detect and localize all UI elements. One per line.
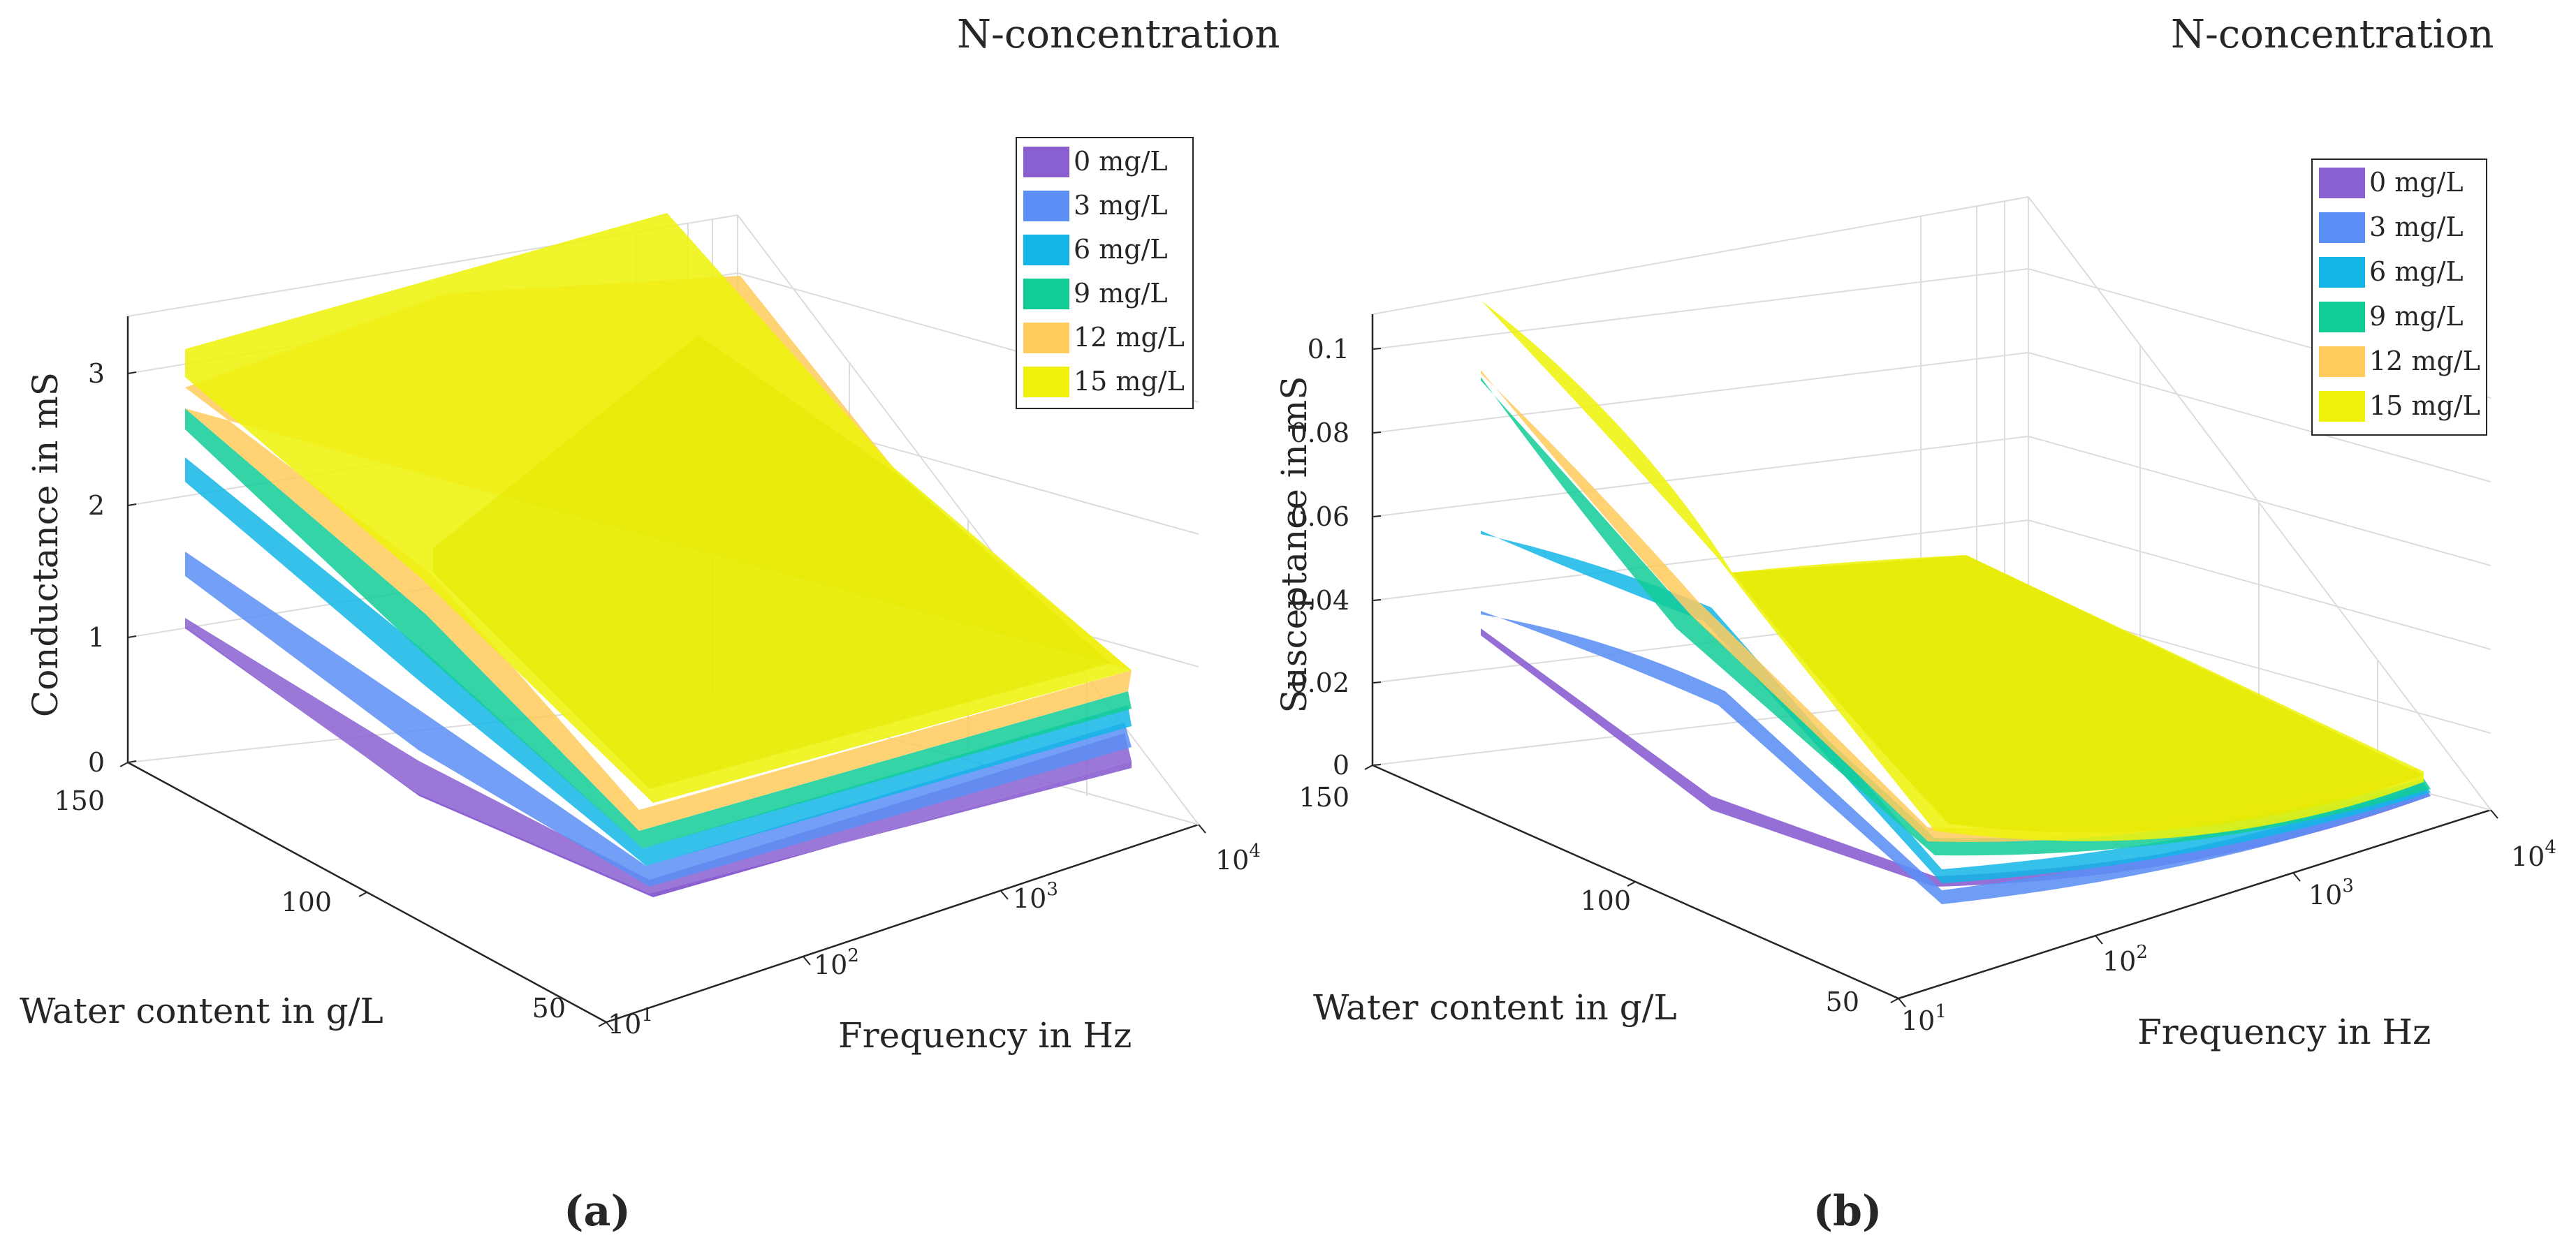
legend-a-label-4: 12 mg/L bbox=[1074, 322, 1185, 353]
panel-b-ztick-3: 103 bbox=[2308, 876, 2354, 910]
panel-b-ztick-2: 102 bbox=[2102, 942, 2148, 977]
panel-b-ytick-5: 0.1 bbox=[1308, 334, 1349, 364]
panel-b-xlabel: Water content in g/L bbox=[1313, 987, 1677, 1028]
legend-a-swatch-2 bbox=[1023, 235, 1069, 265]
surface-a-3mgL bbox=[185, 552, 1132, 887]
legend-a-swatch-3 bbox=[1023, 279, 1069, 309]
legend-a-swatch-0 bbox=[1023, 147, 1069, 177]
legend-b-swatch-2 bbox=[2319, 257, 2365, 288]
legend-b-swatch-3 bbox=[2319, 302, 2365, 332]
panel-b-ztick-4: 104 bbox=[2511, 837, 2556, 872]
panel-a-xtick-100: 100 bbox=[281, 887, 332, 917]
panel-b-zlabel: Frequency in Hz bbox=[2137, 1012, 2431, 1052]
panel-a-legend-box bbox=[1016, 137, 1194, 409]
panel-b-ticks bbox=[1364, 348, 2498, 1008]
surface-b-3mgL bbox=[1481, 611, 2431, 904]
legend-b-label-1: 3 mg/L bbox=[2369, 212, 2464, 242]
legend-a-label-5: 15 mg/L bbox=[1074, 366, 1185, 397]
panel-b-water-axis bbox=[1372, 764, 1899, 1000]
panel-a-ticks bbox=[119, 371, 1206, 1031]
panel-b-ztick-1: 101 bbox=[1901, 1001, 1947, 1036]
panel-a-zlabel: Frequency in Hz bbox=[838, 1015, 1132, 1056]
panel-b: 0 0.02 0.04 0.06 0.08 0.1 150 100 50 101… bbox=[1274, 12, 2556, 1236]
legend-a-swatch-4 bbox=[1023, 323, 1069, 353]
panel-b-xtick-100: 100 bbox=[1580, 885, 1631, 916]
panel-a: 0 1 2 3 150 100 50 101 102 103 104 Condu… bbox=[20, 12, 1280, 1236]
legend-a-swatch-5 bbox=[1023, 367, 1069, 397]
panel-a-ytick-0: 0 bbox=[88, 747, 105, 778]
panel-a-ylabel: Conductance in mS bbox=[25, 372, 66, 717]
panel-a-legend: 0 mg/L 3 mg/L 6 mg/L 9 mg/L 12 mg/L 15 m… bbox=[1016, 137, 1194, 409]
panel-b-label: (b) bbox=[1813, 1187, 1882, 1236]
legend-b-label-0: 0 mg/L bbox=[2369, 167, 2464, 198]
legend-b-swatch-4 bbox=[2319, 346, 2365, 377]
panel-b-title: N-concentration bbox=[2171, 12, 2494, 57]
panel-b-legend-box bbox=[2311, 158, 2487, 436]
surface-a-15mgL-core bbox=[433, 335, 1111, 789]
surface-a-0mgL-face bbox=[185, 618, 1132, 897]
panel-a-frequency-axis bbox=[606, 823, 1199, 1024]
panel-a-ztick-1: 101 bbox=[608, 1005, 653, 1040]
panel-b-ylabel: Susceptance in mS bbox=[1274, 376, 1315, 713]
legend-b-swatch-5 bbox=[2319, 391, 2365, 422]
legend-a-label-1: 3 mg/L bbox=[1074, 190, 1168, 221]
panel-b-ytick-4: 0.08 bbox=[1290, 418, 1349, 448]
panel-a-ytick-3: 3 bbox=[88, 358, 105, 389]
panel-a-ytick-2: 2 bbox=[88, 490, 105, 521]
panel-b-xtick-50: 50 bbox=[1826, 987, 1859, 1017]
panel-b-surfaces bbox=[1481, 300, 2431, 904]
surface-a-0mgL bbox=[185, 625, 1132, 897]
panel-a-xtick-50: 50 bbox=[532, 993, 566, 1024]
legend-b-label-3: 9 mg/L bbox=[2369, 301, 2464, 332]
panel-b-ytick-3: 0.06 bbox=[1290, 501, 1349, 532]
legend-a-swatch-1 bbox=[1023, 191, 1069, 221]
legend-b-label-5: 15 mg/L bbox=[2369, 390, 2480, 421]
panel-a-ztick-3: 103 bbox=[1013, 879, 1058, 914]
panel-a-ztick-2: 102 bbox=[814, 945, 859, 980]
legend-b-swatch-1 bbox=[2319, 212, 2365, 243]
legend-a-label-0: 0 mg/L bbox=[1074, 146, 1168, 177]
panel-a-water-axis bbox=[127, 761, 607, 1024]
panel-b-xtick-150: 150 bbox=[1298, 782, 1349, 813]
panel-a-ztick-4: 104 bbox=[1215, 841, 1261, 876]
panel-a-xlabel: Water content in g/L bbox=[20, 991, 383, 1031]
legend-b-label-4: 12 mg/L bbox=[2369, 346, 2480, 376]
panel-b-frequency-axis bbox=[1898, 809, 2491, 1000]
panel-b-legend: 0 mg/L 3 mg/L 6 mg/L 9 mg/L 12 mg/L 15 m… bbox=[2311, 158, 2487, 436]
surface-b-15mgL-flat bbox=[1732, 555, 2424, 833]
panel-b-ytick-1: 0.02 bbox=[1290, 667, 1349, 698]
panel-b-ytick-0: 0 bbox=[1333, 750, 1349, 781]
surface-b-6mgL bbox=[1481, 531, 2431, 883]
legend-b-label-2: 6 mg/L bbox=[2369, 256, 2464, 287]
legend-a-label-2: 6 mg/L bbox=[1074, 234, 1168, 265]
panel-b-ytick-2: 0.04 bbox=[1290, 585, 1349, 616]
panel-a-ytick-1: 1 bbox=[88, 622, 105, 653]
panel-a-surfaces bbox=[185, 213, 1132, 897]
panel-a-xtick-150: 150 bbox=[54, 785, 105, 816]
legend-a-label-3: 9 mg/L bbox=[1074, 278, 1168, 309]
panel-a-title: N-concentration bbox=[957, 12, 1280, 57]
legend-b-swatch-0 bbox=[2319, 168, 2365, 198]
panel-a-label: (a) bbox=[564, 1187, 631, 1236]
